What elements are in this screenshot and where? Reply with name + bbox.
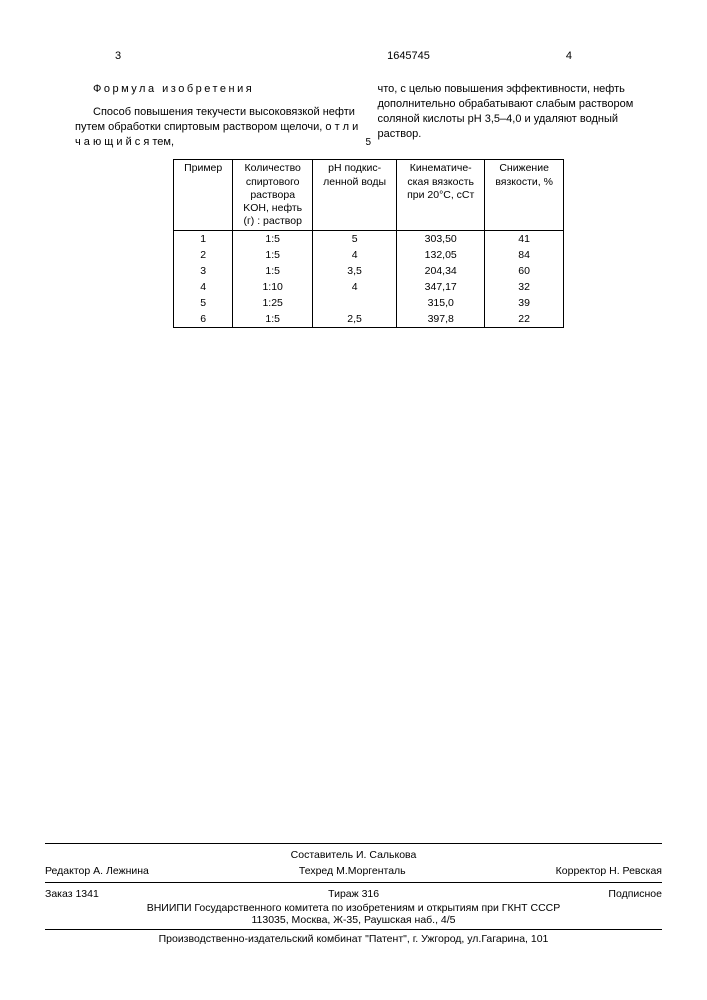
table-header: Кинематиче-ская вязкостьпри 20°С, сСт <box>397 160 485 231</box>
table-cell: 2,5 <box>313 311 397 328</box>
table-row: 61:52,5397,822 <box>174 311 564 328</box>
table-row: 31:53,5204,3460 <box>174 263 564 279</box>
subscript: Подписное <box>608 888 662 900</box>
table-cell: 5 <box>174 295 233 311</box>
table-cell: 60 <box>485 263 564 279</box>
table-cell: 347,17 <box>397 279 485 295</box>
page-numbers: 3 1645745 4 <box>75 50 662 62</box>
table-cell: 4 <box>313 279 397 295</box>
table-cell: 1:5 <box>233 247 313 263</box>
table-header: Пример <box>174 160 233 231</box>
table-row: 41:104347,1732 <box>174 279 564 295</box>
table-cell: 2 <box>174 247 233 263</box>
right-paragraph: что, с целью повышения эффективно­сти, н… <box>378 82 663 141</box>
corrector: Корректор Н. Ревская <box>556 865 662 877</box>
table-cell: 22 <box>485 311 564 328</box>
page-num-left: 3 <box>115 50 121 62</box>
table-cell: 4 <box>313 247 397 263</box>
table-row: 51:25 315,039 <box>174 295 564 311</box>
document-number: 1645745 <box>387 50 430 62</box>
data-table: ПримерКоличествоспиртовогораствораKOH, н… <box>173 159 564 328</box>
table-cell: 1:5 <box>233 231 313 248</box>
table-cell: 3,5 <box>313 263 397 279</box>
table-cell: 3 <box>174 263 233 279</box>
table-row: 21:54132,0584 <box>174 247 564 263</box>
table-cell: 204,34 <box>397 263 485 279</box>
left-paragraph: Способ повышения текучести высоко­вязкой… <box>75 105 360 150</box>
techred: Техред М.Моргенталь <box>299 865 406 877</box>
table-cell: 303,50 <box>397 231 485 248</box>
formula-title: Формула изобретения <box>75 82 360 97</box>
page-num-right: 4 <box>566 50 572 62</box>
line-number: 5 <box>366 136 372 150</box>
table-cell: 5 <box>313 231 397 248</box>
table-cell: 6 <box>174 311 233 328</box>
editor: Редактор А. Лежнина <box>45 865 149 877</box>
table-cell: 32 <box>485 279 564 295</box>
table-cell: 1 <box>174 231 233 248</box>
table-cell <box>313 295 397 311</box>
order: Заказ 1341 <box>45 888 99 900</box>
table-cell: 4 <box>174 279 233 295</box>
prod: Производственно-издательский комбинат "П… <box>45 933 662 945</box>
main-text: Формула изобретения Способ повышения тек… <box>75 82 662 149</box>
table-cell: 39 <box>485 295 564 311</box>
table-cell: 1:5 <box>233 263 313 279</box>
tirazh: Тираж 316 <box>328 888 379 900</box>
table-header: КоличествоспиртовогораствораKOH, нефть(г… <box>233 160 313 231</box>
table-header: Снижениевязкости, % <box>485 160 564 231</box>
table-cell: 1:5 <box>233 311 313 328</box>
table-header: pH подкис-ленной воды <box>313 160 397 231</box>
table-cell: 84 <box>485 247 564 263</box>
addr: 113035, Москва, Ж-35, Раушская наб., 4/5 <box>45 914 662 926</box>
table-cell: 1:25 <box>233 295 313 311</box>
table-row: 11:55303,5041 <box>174 231 564 248</box>
table-cell: 132,05 <box>397 247 485 263</box>
org: ВНИИПИ Государственного комитета по изоб… <box>45 902 662 914</box>
compiler: Составитель И. Салькова <box>291 849 417 861</box>
footer: Составитель И. Салькова Редактор А. Лежн… <box>45 840 662 945</box>
table-cell: 315,0 <box>397 295 485 311</box>
table-cell: 1:10 <box>233 279 313 295</box>
table-cell: 397,8 <box>397 311 485 328</box>
table-cell: 41 <box>485 231 564 248</box>
